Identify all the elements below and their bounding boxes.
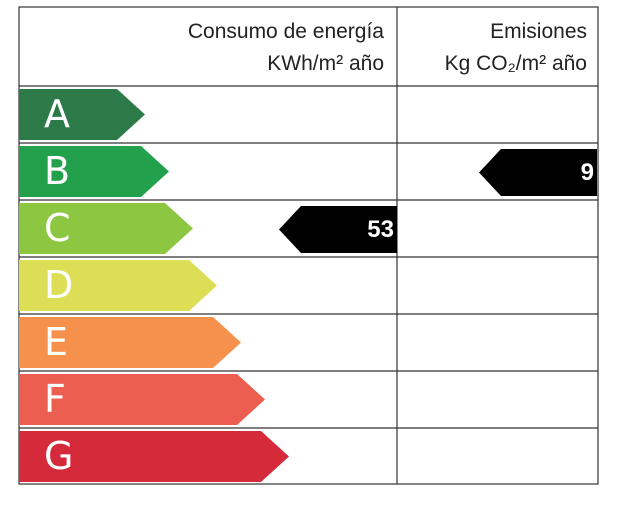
- emissions-title: Emisiones: [490, 20, 587, 43]
- rating-arrow: [19, 374, 265, 425]
- energy-title: Consumo de energía: [188, 20, 384, 43]
- rating-arrow: [19, 203, 193, 254]
- rating-arrow: [19, 431, 289, 482]
- emissions-value: 9: [581, 159, 594, 186]
- consumption-arrow: [279, 206, 397, 253]
- energy-unit: KWh/m² año: [267, 52, 384, 75]
- consumption-value: 53: [367, 216, 394, 243]
- rating-letter: E: [44, 320, 68, 364]
- rating-letter: D: [44, 263, 73, 307]
- rating-letter: A: [44, 92, 70, 136]
- rating-letter: G: [44, 434, 73, 478]
- rating-arrow: [19, 89, 145, 140]
- rating-arrow: [19, 260, 217, 311]
- emissions-unit: Kg CO₂/m² año: [445, 52, 587, 75]
- rating-letter: B: [44, 149, 70, 193]
- emissions-arrow: [479, 149, 597, 196]
- rating-arrow: [19, 317, 241, 368]
- rating-letter: C: [44, 206, 71, 250]
- rating-letter: F: [44, 377, 66, 421]
- rating-arrow: [19, 146, 169, 197]
